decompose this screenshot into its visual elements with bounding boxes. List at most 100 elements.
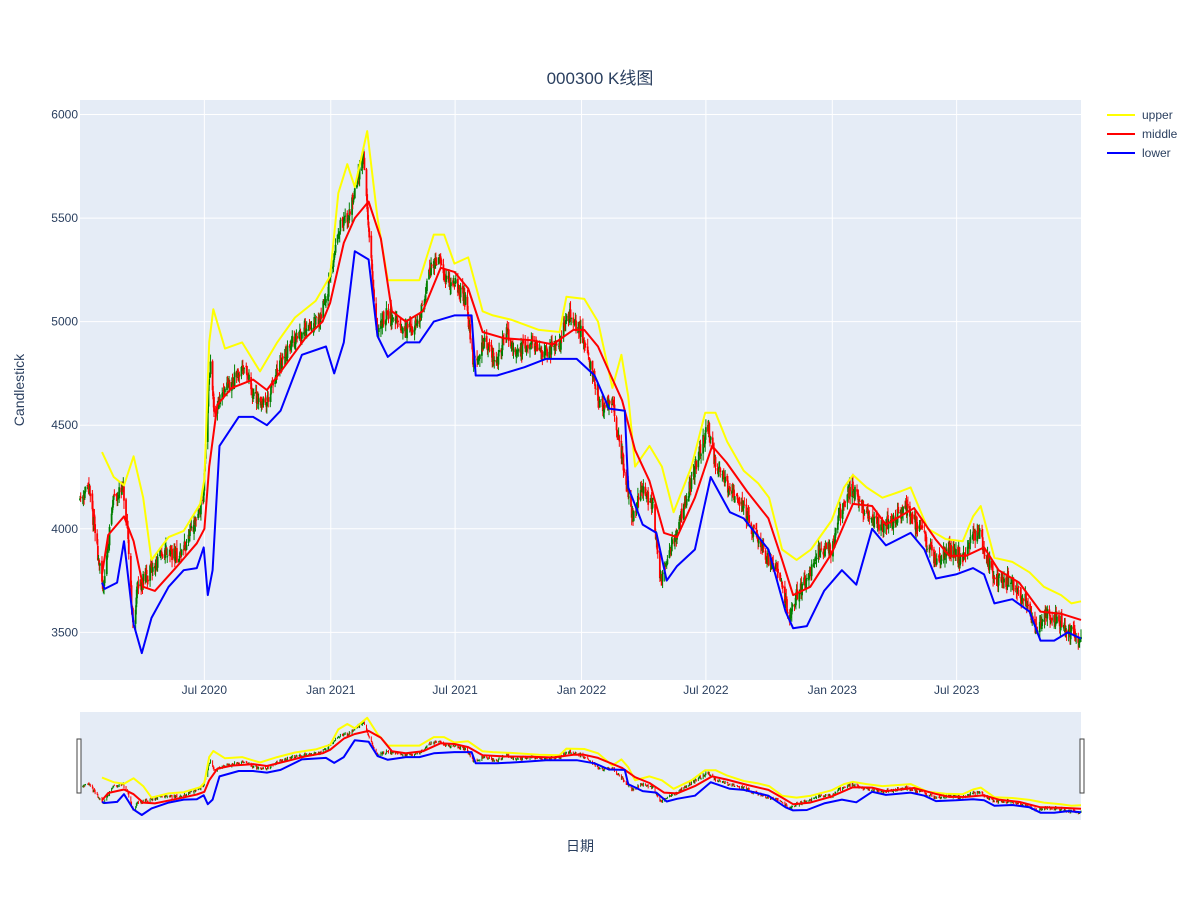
candle-body: [360, 169, 363, 171]
candle-body: [674, 534, 677, 536]
candle-body: [448, 277, 451, 287]
candle-body: [385, 308, 388, 321]
candle-body: [299, 331, 302, 337]
candle-body: [599, 400, 601, 402]
candle-body: [1058, 615, 1060, 622]
candle-body: [926, 548, 929, 550]
candle-body: [423, 298, 426, 304]
candle-body: [876, 516, 878, 524]
candle-body: [497, 353, 500, 365]
legend-label: upper: [1142, 108, 1173, 122]
candle-body: [1060, 614, 1063, 627]
legend-item-lower[interactable]: lower: [1107, 146, 1171, 160]
y-tick-label: 5000: [51, 315, 78, 329]
candle-body: [208, 378, 211, 385]
candle-body: [246, 365, 248, 376]
legend[interactable]: upper middle lower: [1107, 108, 1178, 160]
candle-body: [488, 342, 491, 347]
candle-body: [325, 299, 327, 303]
candle-body: [320, 314, 323, 319]
candle-body: [507, 329, 510, 341]
candle-body: [882, 523, 885, 533]
candle-body: [423, 304, 426, 306]
candle-body: [1029, 611, 1032, 613]
candle-body: [856, 491, 859, 497]
candle-body: [331, 266, 334, 269]
candle-body: [395, 317, 398, 319]
candle-body: [666, 559, 669, 565]
candle-body: [860, 499, 863, 506]
candle-body: [264, 397, 267, 403]
candle-body: [878, 524, 880, 531]
candle-body: [704, 433, 707, 444]
candle-body: [419, 317, 422, 321]
candle-body: [719, 468, 722, 473]
candle-body: [453, 283, 456, 286]
range-slider-right-handle[interactable]: [1079, 738, 1085, 794]
candle-body: [928, 547, 931, 549]
x-tick-label: Jan 2023: [808, 683, 858, 697]
candle-body: [764, 550, 767, 560]
candle-body: [834, 533, 836, 547]
candle-body: [304, 322, 307, 332]
candle-body: [323, 301, 326, 305]
candle-body: [925, 536, 928, 548]
candle-body: [567, 313, 570, 322]
candle-body: [454, 279, 457, 284]
candle-body: [487, 344, 490, 350]
candle-body: [355, 184, 358, 188]
candle-body: [534, 345, 537, 350]
candle-body: [164, 548, 167, 559]
range-slider-left-handle[interactable]: [76, 738, 82, 794]
candle-body: [1026, 605, 1029, 607]
candle-body: [935, 558, 938, 565]
candle-body: [296, 336, 299, 339]
candle-body: [259, 396, 262, 406]
candle-body: [1025, 591, 1027, 600]
legend-item-upper[interactable]: upper: [1107, 108, 1173, 122]
candle-body: [434, 259, 437, 269]
candle-body: [454, 285, 457, 287]
candle-body: [801, 583, 803, 596]
candle-body: [1016, 592, 1019, 594]
candle-body: [213, 409, 216, 411]
candle-body: [815, 557, 818, 560]
candle-body: [794, 594, 797, 606]
candle-body: [370, 235, 373, 258]
candle-body: [486, 342, 489, 351]
legend-item-middle[interactable]: middle: [1107, 127, 1178, 141]
candle-body: [1049, 620, 1052, 623]
candle-body: [562, 322, 565, 337]
candle-body: [616, 430, 619, 436]
candle-body: [1049, 615, 1051, 621]
candle-body: [623, 468, 626, 473]
candle-body: [630, 494, 632, 507]
candle-body: [338, 233, 340, 237]
candle-body: [541, 351, 544, 357]
candle-body: [814, 556, 817, 559]
candle-body: [250, 389, 253, 392]
candle-body: [906, 506, 909, 516]
candle-body: [918, 524, 921, 532]
candle-body: [182, 549, 185, 551]
candle-body: [669, 548, 672, 551]
candle-body: [458, 289, 461, 295]
candle-body: [174, 548, 177, 561]
candle-body: [693, 466, 696, 478]
candle-body: [96, 545, 99, 560]
candle-body: [275, 369, 278, 377]
middle-line: [101, 200, 1082, 621]
candle-body: [243, 368, 246, 370]
candle-body: [400, 328, 403, 330]
range-slider-background[interactable]: [80, 712, 1081, 820]
candle-body: [301, 332, 303, 339]
candle-body: [977, 530, 979, 533]
candle-body: [928, 548, 931, 550]
candle-body: [991, 567, 994, 571]
candle-body: [582, 326, 584, 343]
candle-body: [584, 342, 586, 345]
candle-body: [418, 320, 421, 324]
candle-body: [1077, 638, 1080, 643]
candle-body: [363, 157, 366, 170]
candle-body: [435, 264, 438, 266]
